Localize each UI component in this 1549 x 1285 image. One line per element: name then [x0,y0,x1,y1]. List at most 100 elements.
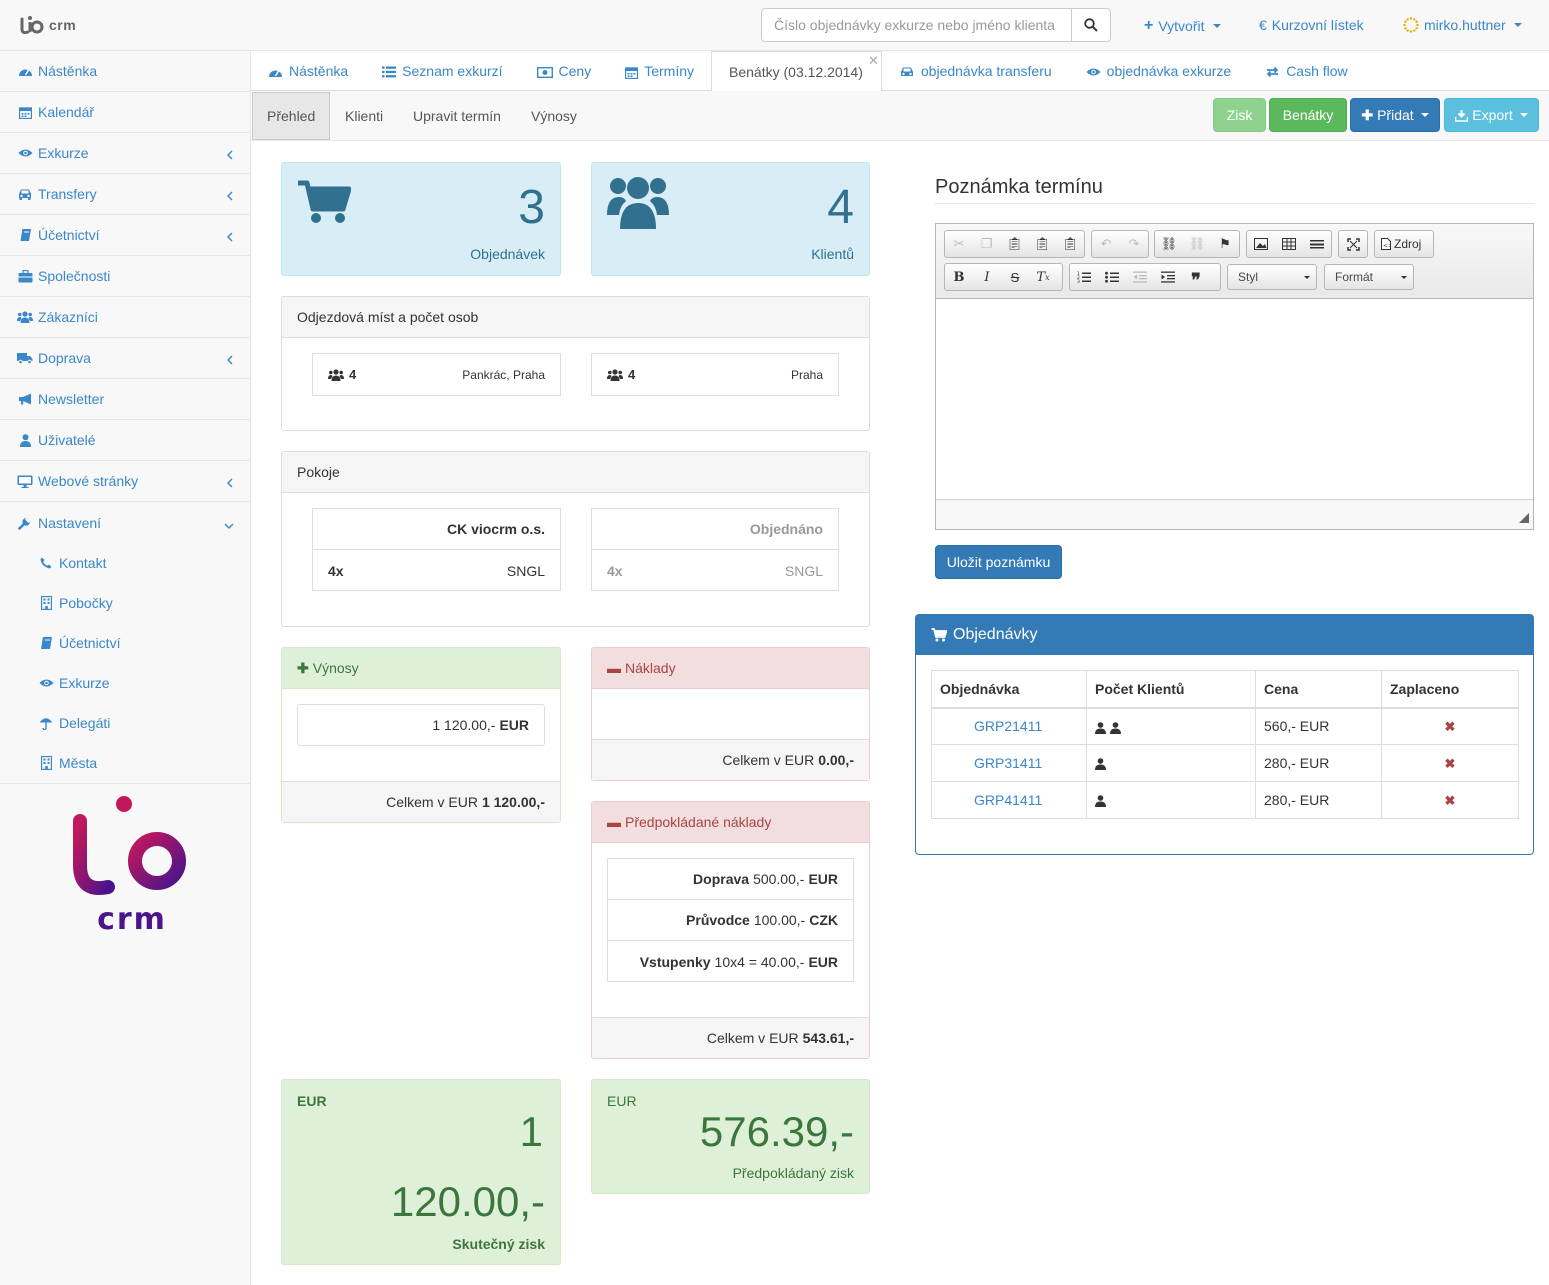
sidebar-subitem-accounting[interactable]: Účetnictví [0,623,250,663]
book-icon [38,636,54,650]
user-icon [1095,795,1106,808]
format-select[interactable]: Formát [1324,264,1414,290]
export-button[interactable]: Export [1444,98,1539,132]
save-note-button[interactable]: Uložit poznámku [935,545,1062,579]
create-menu[interactable]: + Vytvořit [1144,17,1221,35]
tab-transfer-order[interactable]: objednávka transferu [882,51,1069,91]
outdent-icon[interactable] [1126,264,1154,290]
subtab-revenue[interactable]: Výnosy [517,91,591,140]
profit-button[interactable]: Zisk [1213,98,1266,132]
copy-icon[interactable]: ❐ [980,236,993,251]
sidebar-item-transport[interactable]: Doprava [0,338,250,379]
sidebar-item-websites[interactable]: Webové stránky [0,461,250,502]
chevron-down-icon [224,517,234,533]
exchange-rates-link[interactable]: € Kurzovní lístek [1259,17,1364,33]
search-button[interactable] [1072,8,1111,42]
briefcase-icon [17,269,33,283]
horizontal-rule-icon[interactable] [1303,231,1331,257]
unpaid-x-icon: ✖ [1444,792,1456,808]
undo-icon[interactable]: ↶ [1100,236,1112,251]
close-icon[interactable]: ✕ [867,53,879,68]
sidebar-subitem-branches[interactable]: Pobočky [0,583,250,623]
sidebar-item-transfers[interactable]: Transfery [0,174,250,215]
tab-label: Seznam exkurzí [402,63,503,79]
brand-logo[interactable]: crm [19,12,76,38]
paste-word-icon[interactable]: 📋︎ [1061,236,1079,251]
table-row: GRP31411 280,- EUR ✖ [931,744,1519,782]
anchor-flag-icon[interactable]: ⚑ [1219,236,1231,251]
maximize-icon[interactable] [1339,231,1367,257]
note-textarea[interactable] [936,299,1533,500]
expected-costs-header: ▬ Předpokládané náklady [592,802,869,843]
italic-icon[interactable]: I [984,269,990,285]
subtab-edit-date[interactable]: Upravit termín [399,91,515,140]
maximize-group [1338,230,1368,258]
add-button[interactable]: ✚ Přidat [1350,98,1440,132]
sidebar-subitem-delegates[interactable]: Delegáti [0,703,250,743]
subtab-label: Upravit termín [413,107,501,124]
sidebar-item-calendar[interactable]: Kalendář [0,92,250,133]
orders-panel: Objednávky Objednávka Počet Klientů Cena… [915,614,1534,855]
sidebar-item-customers[interactable]: Zákazníci [0,297,250,338]
strikethrough-icon[interactable]: S [1010,269,1020,285]
column-header-price: Cena [1255,670,1382,709]
redo-icon[interactable]: ↷ [1128,236,1140,251]
order-link[interactable]: GRP21411 [974,718,1043,735]
style-label: Styl [1238,270,1259,284]
cut-icon[interactable]: ✂ [953,236,965,251]
paste-text-icon[interactable]: 📋︎ [1034,236,1051,251]
image-icon[interactable] [1247,231,1275,257]
tab-venice-active[interactable]: Benátky (03.12.2014) ✕ [711,51,882,92]
indent-icon[interactable] [1154,264,1182,290]
style-select[interactable]: Styl [1227,264,1317,290]
sidebar-item-companies[interactable]: Společnosti [0,256,250,297]
price-cell: 560,- EUR [1255,707,1382,745]
table-icon[interactable] [1275,231,1303,257]
tab-excursion-order[interactable]: objednávka exkurze [1069,51,1249,91]
clients-cell [1086,744,1256,782]
sidebar-subitem-excursions[interactable]: Exkurze [0,663,250,703]
sidebar-item-dashboard[interactable]: Nástěnka [0,51,250,92]
bulleted-list-icon[interactable] [1098,264,1126,290]
order-link[interactable]: GRP41411 [974,792,1043,808]
user-icon [17,433,33,447]
tab-excursion-list[interactable]: Seznam exkurzí [365,51,519,91]
euro-icon: € [1259,17,1267,33]
blockquote-icon[interactable]: ❞ [1191,270,1201,290]
orders-label: Objednávek [470,246,545,262]
bold-icon[interactable]: B [953,269,965,285]
order-link[interactable]: GRP31411 [974,755,1043,771]
tab-cash-flow[interactable]: Cash flow [1248,51,1364,91]
sidebar-subitem-contact[interactable]: Kontakt [0,543,250,583]
subtab-clients[interactable]: Klienti [331,91,397,140]
subtab-overview[interactable]: Přehled [252,92,331,140]
tab-label: objednávka transferu [920,63,1052,79]
table-row: GRP41411 280,- EUR ✖ [931,781,1519,819]
link-icon[interactable]: ⛓ [1160,236,1178,251]
tab-dashboard[interactable]: Nástěnka [251,51,365,91]
sidebar-subitem-cities[interactable]: Města [0,743,250,783]
actual-profit-value-2: 120.00,- [390,1178,545,1225]
resize-handle-icon[interactable] [1519,513,1529,523]
venice-button[interactable]: Benátky [1269,98,1347,132]
chevron-left-icon [226,187,234,203]
tab-label: Cash flow [1286,63,1348,79]
orders-title: Objednávky [953,626,1038,643]
sidebar-item-users[interactable]: Uživatelé [0,420,250,461]
search-input[interactable] [761,8,1072,42]
source-button[interactable]: <> Zdroj [1374,230,1434,258]
paid-cell: ✖ [1381,744,1519,782]
sidebar-item-settings[interactable]: Nastavení [0,502,250,543]
unlink-icon[interactable]: ⛓ [1188,236,1206,251]
tab-dates[interactable]: Termíny [608,51,711,91]
sidebar-item-excursions[interactable]: Exkurze [0,133,250,174]
user-menu[interactable]: mirko.huttner [1403,17,1522,33]
rooms-provider-header: CK viocrm o.s. [313,509,560,550]
sidebar-item-accounting[interactable]: Účetnictví [0,215,250,256]
paste-icon[interactable]: 📋︎ [1006,236,1023,251]
tab-prices[interactable]: Ceny [520,51,609,91]
sidebar-item-newsletter[interactable]: Newsletter [0,379,250,420]
sidebar-item-label: Společnosti [38,268,111,284]
